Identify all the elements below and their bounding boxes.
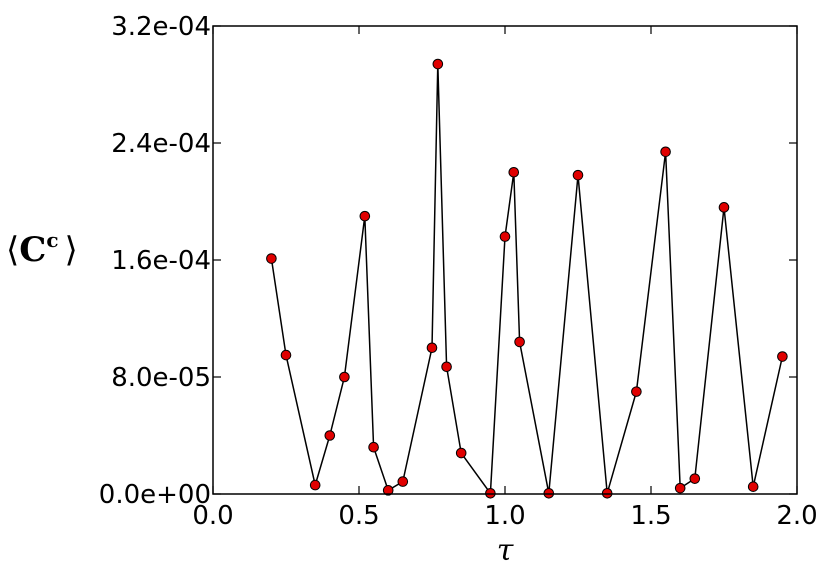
data-point	[455, 447, 467, 459]
y-label-bracket-open: ⟨	[6, 230, 19, 270]
x-tick-label: 0.5	[338, 501, 379, 531]
y-tick-label: 8.0e-05	[111, 363, 211, 393]
data-point	[514, 336, 525, 348]
data-point	[339, 371, 350, 383]
x-tick-label: 1.5	[630, 501, 671, 531]
y-tick-label: 2.4e-04	[111, 129, 211, 159]
data-point	[508, 166, 520, 178]
data-point	[432, 58, 444, 70]
x-tick-label: 2.0	[776, 501, 817, 531]
y-tick-label: 3.2e-04	[111, 12, 211, 42]
series-line	[270, 63, 784, 496]
data-point	[359, 210, 371, 222]
data-point	[280, 349, 292, 361]
x-axis-label: τ	[497, 533, 514, 568]
ticks: 0.0 0.5 1.0 1.5 2.0 0.0e+00 8.0e-05 1.6e-04 2.4e…	[99, 12, 818, 531]
data-point	[397, 476, 409, 487]
series-layer	[266, 58, 788, 499]
data-point	[382, 485, 394, 496]
x-tick-label: 0.0	[192, 501, 233, 531]
data-point	[309, 479, 321, 491]
y-label-bracket-close: ⟩	[65, 230, 78, 270]
x-tick-label: 1.0	[484, 501, 525, 531]
data-point	[266, 253, 277, 264]
svg-text:⟨Cc⟩: ⟨Cc ⟩	[6, 228, 78, 270]
data-point	[689, 473, 701, 484]
y-label-symbol: C	[19, 230, 46, 270]
y-tick-label: 1.6e-04	[111, 246, 211, 276]
y-axis-label: ⟨Cc ⟩	[6, 228, 78, 270]
data-point	[747, 481, 759, 492]
data-point	[660, 146, 671, 158]
plot-frame	[212, 25, 798, 495]
data-point	[777, 351, 788, 362]
data-point	[718, 202, 730, 213]
data-point	[324, 430, 336, 441]
data-point	[499, 231, 511, 242]
data-point	[368, 441, 379, 453]
data-point	[572, 169, 584, 181]
data-point	[426, 342, 438, 354]
data-point	[441, 361, 452, 373]
data-point	[674, 482, 686, 494]
data-point	[631, 386, 642, 397]
y-label-superscript: c	[46, 228, 58, 252]
y-tick-label: 0.0e+00	[99, 480, 211, 510]
